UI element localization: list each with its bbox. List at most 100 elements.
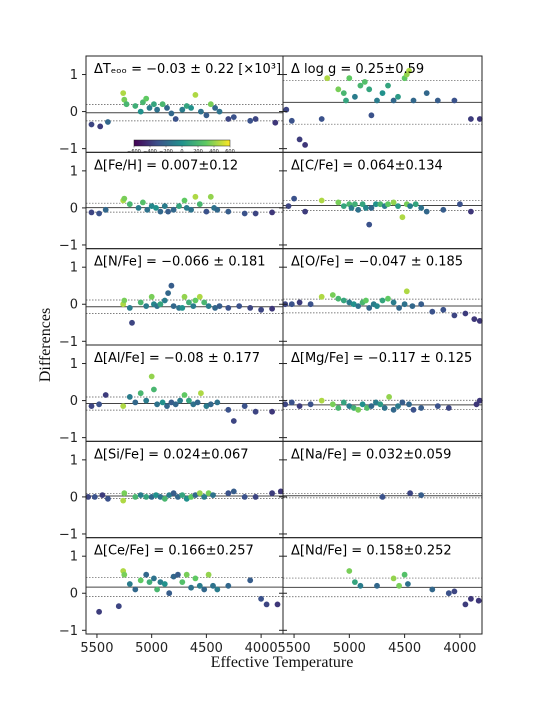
data-point — [196, 490, 203, 497]
data-point — [230, 418, 237, 424]
data-point — [143, 494, 150, 500]
data-point — [468, 208, 474, 215]
data-point — [476, 318, 483, 324]
data-point — [346, 568, 353, 574]
data-point — [214, 586, 221, 593]
data-point — [143, 95, 150, 102]
data-point — [269, 490, 275, 497]
x-tick-label: 4000 — [443, 641, 476, 656]
data-point — [183, 205, 190, 211]
data-point — [381, 405, 388, 411]
data-point — [225, 116, 232, 122]
y-tick-label: −1 — [59, 431, 78, 446]
colorbar-tick-label: 400 — [209, 149, 219, 155]
panel-title: Δ log g = 0.25±0.59 — [291, 62, 424, 77]
y-tick-label: −1 — [59, 142, 78, 157]
data-point — [88, 403, 95, 409]
data-point — [340, 297, 347, 304]
data-point — [434, 403, 441, 409]
data-point — [302, 142, 308, 148]
panel-title: Δ[N/Fe] = −0.066 ± 0.181 — [94, 255, 266, 270]
data-point — [179, 492, 186, 498]
data-point — [352, 93, 358, 100]
panel-grid: ΔTₑₒₒ = −0.03 ± 0.22 [×10³] 1 0 −1 Δ log g =… — [59, 55, 483, 639]
data-point — [252, 116, 259, 122]
data-point — [451, 588, 458, 595]
data-point — [137, 390, 144, 397]
data-point — [401, 301, 408, 308]
data-point — [385, 82, 391, 89]
data-point — [409, 303, 416, 309]
data-point — [225, 490, 232, 497]
data-point — [146, 579, 153, 585]
x-tick-label: 4500 — [190, 641, 223, 656]
y-tick-label: 1 — [70, 68, 78, 83]
data-point — [210, 582, 216, 589]
data-point — [188, 105, 195, 111]
data-point — [329, 401, 336, 408]
data-point — [343, 97, 349, 104]
x-tick-label: 4500 — [388, 641, 421, 656]
data-point — [126, 581, 133, 587]
data-point — [282, 401, 289, 408]
data-point — [396, 582, 402, 589]
data-point — [132, 103, 139, 109]
data-point — [188, 584, 195, 591]
data-point — [196, 201, 203, 208]
data-point — [121, 195, 128, 202]
data-point — [198, 108, 204, 115]
data-point — [181, 197, 188, 204]
data-point — [205, 303, 212, 309]
data-point — [440, 306, 447, 313]
data-point — [183, 571, 190, 578]
data-point — [386, 394, 392, 400]
x-axis-label: Effective Temperature — [211, 654, 354, 671]
data-point — [377, 401, 384, 408]
data-point — [241, 403, 248, 409]
panel: Δ[Al/Fe] = −0.08 ± 0.177 1 0 −1 — [59, 344, 284, 446]
y-tick-label: 1 — [70, 550, 78, 565]
data-point — [410, 97, 417, 104]
y-tick-label: 0 — [70, 298, 78, 313]
data-point — [105, 495, 111, 502]
data-point — [318, 116, 325, 122]
data-point — [374, 582, 380, 589]
data-point — [137, 492, 144, 498]
panel: Δ[O/Fe] = −0.047 ± 0.185 — [279, 248, 483, 346]
data-point — [368, 205, 375, 211]
data-point — [168, 282, 175, 289]
data-point — [205, 571, 212, 578]
data-point — [214, 399, 221, 406]
data-point — [368, 112, 375, 119]
data-point — [324, 75, 331, 82]
data-point — [247, 577, 254, 584]
data-point — [307, 401, 314, 408]
y-tick-label: −1 — [59, 335, 78, 350]
panel-title: Δ[Nd/Fe] = 0.158±0.252 — [291, 544, 452, 559]
data-point — [96, 401, 102, 408]
data-point — [179, 305, 186, 311]
data-point — [164, 105, 170, 111]
data-point — [241, 210, 248, 217]
panel: Δ[Mg/Fe] = −0.117 ± 0.125 — [279, 344, 483, 442]
data-point — [192, 297, 199, 304]
data-point — [137, 299, 144, 306]
data-point — [166, 492, 173, 498]
data-point — [403, 288, 410, 295]
data-point — [329, 292, 336, 298]
data-point — [176, 203, 182, 210]
data-point — [140, 199, 146, 206]
data-point — [132, 586, 139, 593]
data-point — [434, 97, 441, 104]
data-point — [348, 205, 355, 211]
data-point — [355, 206, 362, 213]
data-point — [359, 401, 366, 408]
data-point — [126, 305, 133, 311]
data-point — [129, 319, 135, 326]
data-point — [161, 297, 168, 304]
data-point — [451, 312, 458, 319]
data-point — [132, 399, 139, 406]
data-point — [212, 105, 219, 111]
data-point — [476, 116, 483, 122]
data-point — [188, 206, 195, 213]
